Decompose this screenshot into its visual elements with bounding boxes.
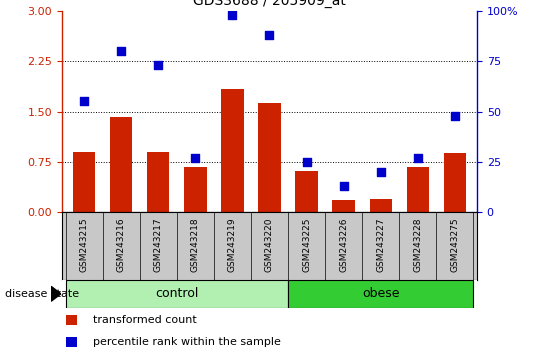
Point xyxy=(117,48,126,54)
Point xyxy=(376,169,385,175)
Point xyxy=(340,183,348,189)
Text: GSM243226: GSM243226 xyxy=(339,218,348,272)
Bar xyxy=(66,337,77,347)
Text: GSM243218: GSM243218 xyxy=(191,218,200,273)
Bar xyxy=(66,280,288,308)
Text: GSM243215: GSM243215 xyxy=(80,218,89,273)
Text: percentile rank within the sample: percentile rank within the sample xyxy=(93,337,281,347)
Bar xyxy=(110,117,133,212)
Bar xyxy=(147,152,169,212)
Text: GSM243225: GSM243225 xyxy=(302,218,311,272)
Text: disease state: disease state xyxy=(5,289,80,299)
Text: control: control xyxy=(155,287,198,300)
Point xyxy=(302,159,311,165)
Point xyxy=(191,155,199,161)
Text: obese: obese xyxy=(362,287,399,300)
Polygon shape xyxy=(51,286,61,301)
Point xyxy=(413,155,422,161)
Text: GSM243216: GSM243216 xyxy=(117,218,126,273)
Bar xyxy=(73,152,95,212)
Text: GSM243220: GSM243220 xyxy=(265,218,274,272)
Bar xyxy=(184,167,206,212)
Bar xyxy=(258,103,281,212)
Text: GSM243217: GSM243217 xyxy=(154,218,163,273)
Bar xyxy=(444,153,466,212)
Bar xyxy=(333,200,355,212)
Point xyxy=(154,62,163,68)
Text: GSM243275: GSM243275 xyxy=(450,218,459,273)
Text: GSM243228: GSM243228 xyxy=(413,218,422,272)
Title: GDS3688 / 205909_at: GDS3688 / 205909_at xyxy=(193,0,346,8)
Bar xyxy=(288,280,473,308)
Point xyxy=(80,98,88,104)
Text: GSM243227: GSM243227 xyxy=(376,218,385,272)
Bar xyxy=(222,89,244,212)
Text: transformed count: transformed count xyxy=(93,315,197,325)
Point xyxy=(228,12,237,17)
Point xyxy=(265,32,274,38)
Bar xyxy=(370,199,392,212)
Bar xyxy=(66,315,77,325)
Bar xyxy=(295,171,317,212)
Point xyxy=(451,113,459,118)
Text: GSM243219: GSM243219 xyxy=(228,218,237,273)
Bar xyxy=(406,167,429,212)
